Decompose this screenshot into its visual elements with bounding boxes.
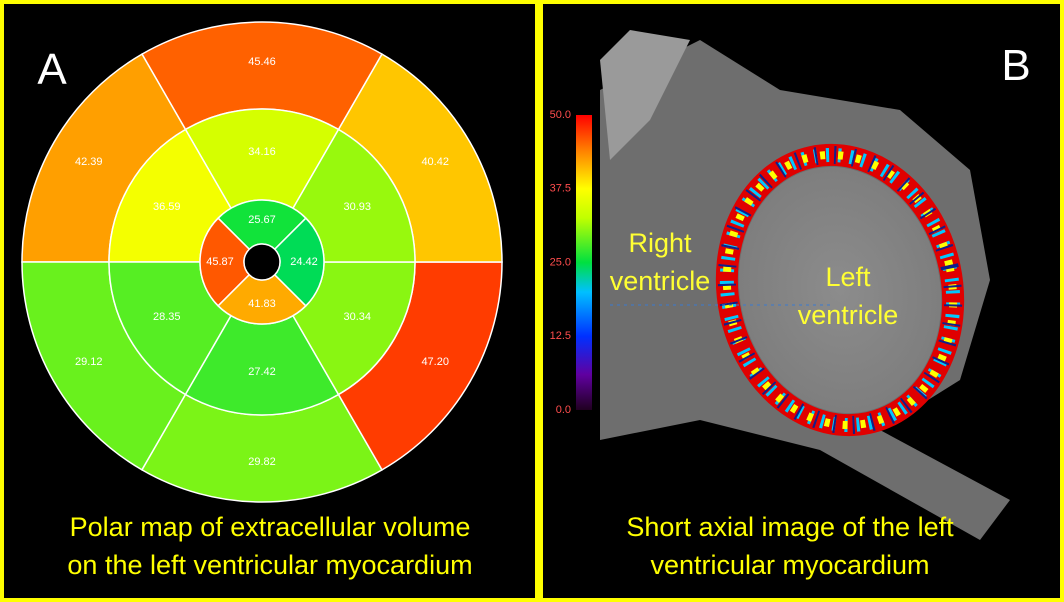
annotation: ventricle	[798, 300, 899, 330]
colorbar	[576, 115, 592, 410]
segment-value: 36.59	[153, 201, 181, 213]
caption-line: ventricular myocardium	[650, 550, 929, 580]
apex-hole	[244, 244, 280, 280]
segment-value: 45.87	[206, 256, 234, 268]
segment-value: 45.46	[248, 56, 276, 68]
segment-value: 29.12	[75, 356, 103, 368]
polar-map: 45.46 42.39 29.12 29.82 47.20 40.42 34.16 36.59…	[22, 22, 502, 502]
colorbar-tick-label: 37.5	[550, 183, 571, 195]
segment-value: 34.16	[248, 146, 276, 158]
caption-line: Short axial image of the left	[626, 512, 954, 542]
colorbar-tick-label: 0.0	[556, 404, 571, 416]
colorbar-tick-label: 25.0	[550, 256, 571, 268]
segment-value: 30.34	[343, 311, 371, 323]
annotation: Right	[628, 228, 692, 258]
segment-value: 28.35	[153, 311, 181, 323]
segment-value: 41.83	[248, 298, 276, 310]
colorbar-tick-label: 12.5	[550, 330, 571, 342]
segment-value: 29.82	[248, 456, 276, 468]
caption-line: on the left ventricular myocardium	[67, 550, 472, 580]
segment-value: 47.20	[421, 356, 449, 368]
segment-value: 25.67	[248, 214, 276, 226]
colorbar-tick-label: 50.0	[550, 109, 571, 121]
panel-label: B	[1001, 41, 1030, 90]
segment-value: 42.39	[75, 156, 103, 168]
panel-label: A	[37, 45, 67, 94]
segment-value: 40.42	[421, 156, 449, 168]
figure: 45.46 42.39 29.12 29.82 47.20 40.42 34.16 36.59…	[0, 0, 1064, 602]
segment-value: 24.42	[290, 256, 318, 268]
annotation: ventricle	[610, 266, 711, 296]
annotation: Left	[825, 262, 871, 292]
segment-value: 30.93	[343, 201, 371, 213]
caption-line: Polar map of extracellular volume	[70, 512, 471, 542]
segment-value: 27.42	[248, 366, 276, 378]
